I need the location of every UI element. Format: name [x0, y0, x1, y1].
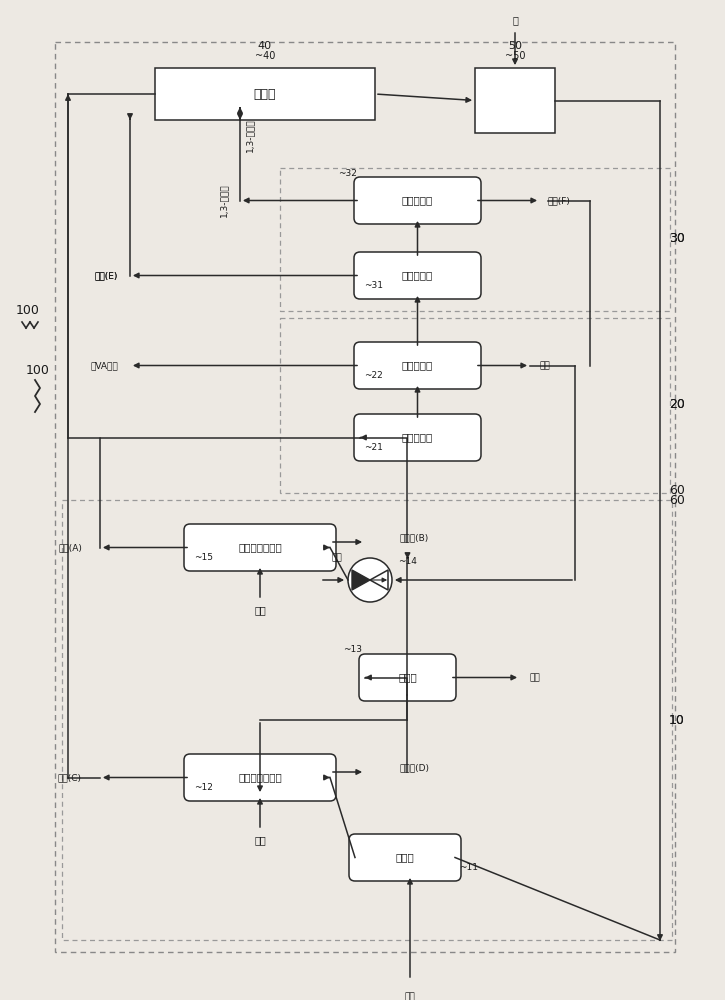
Bar: [475, 68, 555, 133]
Text: ~14: ~14: [398, 558, 417, 566]
Circle shape: [348, 558, 392, 602]
Text: 10: 10: [669, 714, 685, 726]
Text: ~21: ~21: [364, 442, 383, 452]
Text: 馏分(E): 馏分(E): [95, 271, 118, 280]
Text: 馏分(A): 馏分(A): [58, 543, 82, 552]
Text: 溶剂: 溶剂: [540, 361, 551, 370]
Text: 100: 100: [26, 363, 50, 376]
FancyBboxPatch shape: [184, 754, 336, 801]
Text: ~31: ~31: [364, 280, 383, 290]
Text: 1,3-丁二烯: 1,3-丁二烯: [246, 118, 254, 152]
Text: ~13: ~13: [343, 646, 362, 654]
Text: 1,3-丁二烯: 1,3-丁二烯: [219, 184, 228, 217]
Text: 溶剂: 溶剂: [254, 835, 266, 845]
Text: 汽提塔: 汽提塔: [398, 672, 417, 682]
Bar: [155, 68, 375, 120]
Text: 第一蒸馏塔: 第一蒸馏塔: [402, 432, 433, 442]
Text: ~22: ~22: [364, 370, 383, 379]
Text: 提取液(B): 提取液(B): [400, 534, 429, 542]
Text: 高VA馏分: 高VA馏分: [90, 361, 118, 370]
Text: ~15: ~15: [194, 552, 213, 562]
FancyBboxPatch shape: [184, 524, 336, 571]
Polygon shape: [370, 570, 388, 590]
Text: 提取液(D): 提取液(D): [400, 764, 430, 772]
Bar: [280, 318, 670, 493]
FancyBboxPatch shape: [354, 177, 481, 224]
Text: 第二精馏塔: 第二精馏塔: [402, 196, 433, 206]
Text: ~32: ~32: [338, 168, 357, 178]
Text: 馏分(F): 馏分(F): [548, 196, 571, 205]
Text: 炔烃: 炔烃: [530, 673, 541, 682]
Text: ~12: ~12: [194, 782, 213, 792]
Text: 60: 60: [669, 493, 685, 506]
FancyBboxPatch shape: [354, 414, 481, 461]
Text: 溶剂: 溶剂: [254, 605, 266, 615]
Text: ~50: ~50: [505, 51, 525, 61]
Text: 馏分(E): 馏分(E): [95, 271, 118, 280]
Text: ~40: ~40: [254, 51, 276, 61]
Text: 第二萃取蒸馏塔: 第二萃取蒸馏塔: [238, 542, 282, 552]
Text: 原料
(C4烃混合物): 原料 (C4烃混合物): [390, 992, 430, 1000]
Text: 40: 40: [258, 41, 272, 51]
Text: 20: 20: [669, 398, 685, 412]
Text: 馏分(C): 馏分(C): [58, 773, 82, 782]
Text: 100: 100: [16, 304, 40, 316]
Text: 氢: 氢: [512, 15, 518, 25]
Bar: [280, 168, 670, 311]
Bar: [55, 42, 675, 952]
Bar: [62, 500, 672, 940]
FancyBboxPatch shape: [354, 252, 481, 299]
Text: 30: 30: [669, 232, 685, 244]
Text: ~11: ~11: [459, 862, 478, 871]
Text: 50: 50: [508, 41, 522, 51]
Polygon shape: [352, 570, 370, 590]
Text: 20: 20: [669, 398, 685, 412]
Text: 60: 60: [669, 484, 685, 496]
Text: 30: 30: [669, 232, 685, 244]
FancyBboxPatch shape: [354, 342, 481, 389]
Text: 第一萃取蒸馏塔: 第一萃取蒸馏塔: [238, 772, 282, 782]
FancyBboxPatch shape: [359, 654, 456, 701]
Text: 10: 10: [669, 714, 685, 726]
Text: 第二蒸馏塔: 第二蒸馏塔: [402, 360, 433, 370]
Text: 蒸发塔: 蒸发塔: [396, 852, 415, 862]
Text: 第一精馏塔: 第一精馏塔: [402, 270, 433, 280]
FancyBboxPatch shape: [349, 834, 461, 881]
Text: 反応器: 反応器: [254, 88, 276, 101]
Text: 溶剂: 溶剂: [331, 554, 342, 562]
